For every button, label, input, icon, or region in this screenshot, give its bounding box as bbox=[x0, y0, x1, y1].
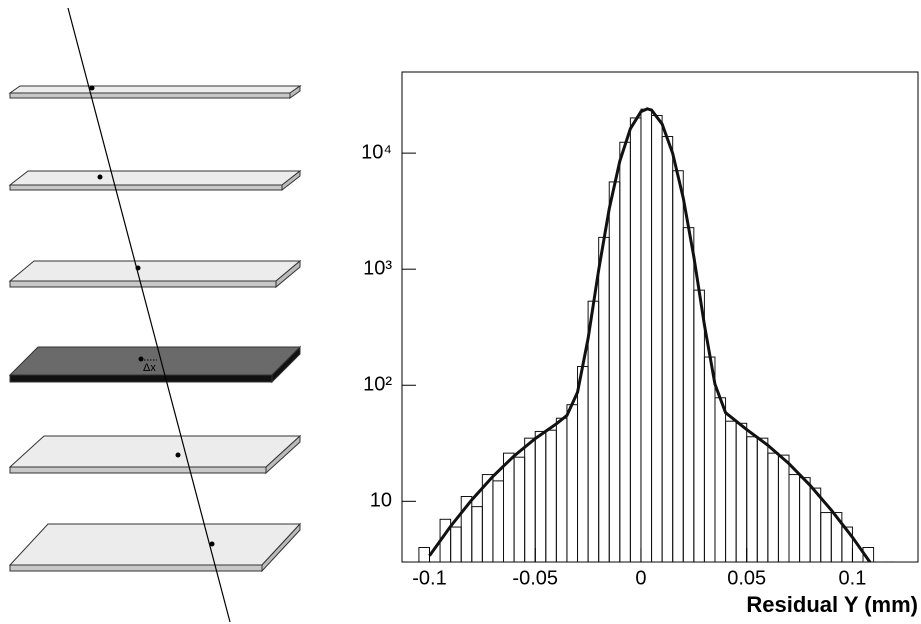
histogram-bin bbox=[904, 561, 917, 562]
plane-edge bbox=[9, 564, 263, 572]
plane-edge bbox=[9, 374, 273, 383]
histogram-bin bbox=[503, 452, 515, 562]
y-tick-label: 10⁴ bbox=[361, 141, 392, 163]
x-tick-label: -0.1 bbox=[412, 567, 446, 589]
x-tick-label: 0.05 bbox=[727, 567, 766, 589]
hit bbox=[135, 265, 141, 271]
histogram-bin bbox=[841, 526, 853, 562]
y-tick-label: 10² bbox=[363, 374, 392, 396]
histogram-bin bbox=[682, 227, 695, 562]
plane-edge bbox=[275, 259, 301, 289]
x-axis-title: Residual Y (mm) bbox=[746, 592, 918, 617]
histogram-bin bbox=[735, 422, 748, 562]
histogram-bin bbox=[756, 437, 769, 562]
plot-area bbox=[407, 107, 917, 562]
plane-edge bbox=[289, 85, 301, 99]
histogram-bin bbox=[703, 356, 716, 562]
plane-edge bbox=[265, 434, 301, 475]
histogram-bin bbox=[672, 170, 684, 562]
fit-curve bbox=[428, 107, 872, 562]
histogram-bin bbox=[587, 300, 600, 562]
annotation: Δx bbox=[143, 362, 156, 374]
histogram-bin bbox=[788, 474, 801, 562]
histogram-bin bbox=[777, 454, 790, 562]
plane-edge bbox=[9, 92, 291, 99]
histogram-bin bbox=[651, 114, 663, 562]
histogram-bin bbox=[820, 512, 832, 562]
hit bbox=[97, 174, 103, 180]
y-tick-label: 10³ bbox=[363, 257, 392, 279]
histogram-bin bbox=[608, 181, 621, 562]
x-tick-label: 0.1 bbox=[839, 567, 867, 589]
histogram-bin bbox=[524, 437, 536, 562]
detector-diagram: Δx bbox=[8, 7, 302, 623]
histogram-bin bbox=[513, 456, 526, 562]
histogram-bin bbox=[598, 236, 610, 562]
plane-edge bbox=[261, 522, 301, 573]
histogram-bin bbox=[661, 136, 674, 562]
plane-edge bbox=[9, 280, 277, 288]
hit bbox=[89, 85, 95, 91]
histogram-bin bbox=[746, 436, 758, 562]
y-tick-label: 10 bbox=[370, 490, 392, 512]
hit bbox=[209, 541, 215, 547]
histogram-bin bbox=[799, 477, 811, 562]
plane bbox=[8, 260, 302, 282]
histogram-bin bbox=[714, 397, 727, 562]
histogram-bin bbox=[873, 561, 885, 562]
plane bbox=[8, 170, 302, 186]
track bbox=[67, 7, 231, 623]
histogram-bin bbox=[619, 141, 631, 562]
plane-edge bbox=[271, 345, 301, 384]
histogram-bin bbox=[492, 480, 505, 562]
histogram-bin bbox=[450, 526, 462, 562]
histogram-bin bbox=[640, 108, 653, 562]
histogram-bin bbox=[545, 429, 557, 562]
histogram-bin bbox=[534, 430, 547, 562]
hit bbox=[175, 452, 181, 458]
histogram-bin bbox=[418, 546, 430, 562]
plane-edge bbox=[281, 169, 301, 192]
plot-frame bbox=[401, 71, 919, 563]
x-tick-label: -0.05 bbox=[512, 567, 558, 589]
histogram-bin bbox=[809, 487, 822, 562]
plane bbox=[8, 435, 302, 468]
histogram-bin bbox=[693, 289, 705, 562]
plane bbox=[8, 85, 302, 94]
histogram-bin bbox=[566, 404, 579, 562]
x-tick-label: 0 bbox=[635, 567, 646, 589]
histogram-bin bbox=[577, 366, 589, 562]
histogram-bin bbox=[767, 452, 779, 562]
plane bbox=[8, 523, 302, 566]
histogram-bin bbox=[471, 506, 483, 562]
plane-edge bbox=[9, 466, 267, 474]
histogram-bin bbox=[555, 417, 568, 562]
plane-edge bbox=[9, 184, 283, 191]
histogram-bin bbox=[629, 117, 642, 562]
hit bbox=[138, 356, 144, 362]
histogram-bin bbox=[725, 420, 737, 562]
